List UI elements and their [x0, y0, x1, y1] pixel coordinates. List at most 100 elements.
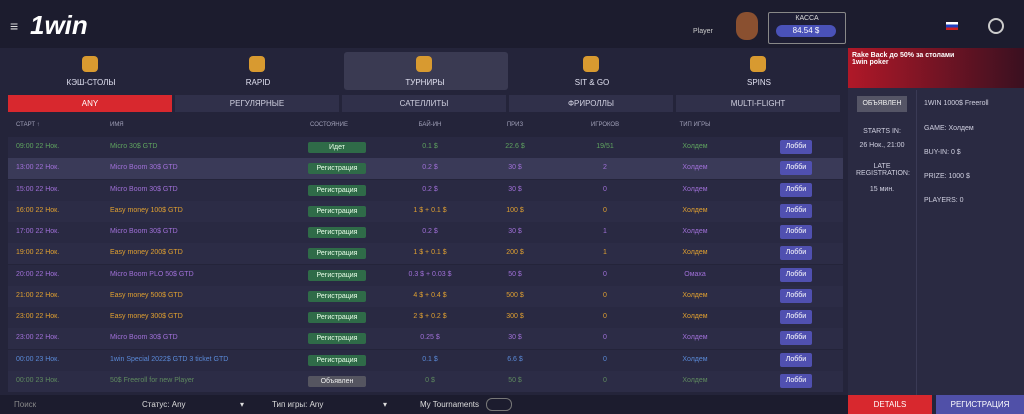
lobby-button[interactable]: Лобби [780, 225, 812, 239]
banner[interactable] [848, 48, 1024, 88]
lobby-button[interactable]: Лобби [780, 373, 812, 388]
buy-in: BUY-IN: 0 $ [924, 149, 961, 156]
subtab[interactable]: САТЕЛЛИТЫ [342, 95, 506, 112]
cell: 0.1 $ [422, 143, 438, 150]
cell: 17:00 22 Нок. [16, 228, 60, 235]
tab[interactable]: RAPID [177, 52, 339, 90]
cell: Холдем [682, 334, 708, 342]
tab[interactable]: SPINS [678, 52, 840, 90]
lobby-button[interactable]: Лобби [780, 182, 812, 197]
tab[interactable]: ТУРНИРЫ [344, 52, 506, 90]
game-type-filter[interactable]: Тип игры: Any [272, 400, 324, 409]
cell: 100 $ [506, 206, 524, 214]
lobby-button[interactable]: Лобби [780, 352, 812, 367]
status-badge: Регистрация [308, 269, 366, 281]
tournament-name: 1WIN 1000$ Freeroll [924, 100, 989, 107]
table-row[interactable]: 23:00 22 Нок. Micro Boom 30$ GTD Регистрац… [8, 328, 843, 350]
my-tournaments-label: My Tournaments [420, 400, 479, 409]
column-header[interactable]: ТИП ИГРЫ [679, 122, 711, 128]
cell: 0 [603, 185, 607, 193]
tab-icon [82, 56, 98, 72]
cell: Micro Boom 30$ GTD [110, 185, 178, 193]
status-button[interactable]: ОБЪЯВЛЕН [857, 96, 907, 112]
lobby-button[interactable]: Лобби [780, 310, 812, 324]
cell: 0 [603, 206, 607, 214]
cell: Micro Boom 30$ GTD [110, 228, 178, 235]
balance: 84.54 $ [776, 25, 836, 37]
cell: 00:00 23 Нок. [16, 376, 60, 384]
filter-bar [0, 395, 848, 414]
value: 15 мин. [869, 186, 895, 193]
table-row[interactable]: 23:00 22 Нок. Easy money 300$ GTD Регистра… [8, 307, 843, 328]
logo[interactable]: 1win [30, 10, 88, 40]
top-bar [0, 0, 1024, 48]
tab-label: ТУРНИРЫ [405, 78, 445, 87]
tab[interactable]: КЭШ-СТОЛЫ [10, 52, 172, 90]
subtab[interactable]: MULTI-FLIGHT [676, 95, 840, 112]
table-row[interactable]: 16:00 22 Нок. Easy money 100$ GTD Регистра… [8, 200, 843, 222]
toggle[interactable] [486, 398, 512, 411]
subtab[interactable]: ФРИРОЛЛЫ [509, 95, 673, 112]
lobby-button[interactable]: Лобби [780, 140, 812, 154]
cell: 1win Special 2022$ GTD 3 ticket GTD [110, 355, 229, 363]
table-row[interactable]: 19:00 22 Нок. Easy money 200$ GTD Регистра… [8, 243, 843, 265]
cell: 0 [603, 355, 607, 363]
player-name: Player [693, 28, 713, 35]
settings-icon[interactable] [988, 18, 1004, 34]
table-row[interactable]: 00:00 23 Нок. 1win Special 2022$ GTD 3 ti… [8, 349, 843, 371]
status-filter[interactable]: Статус: Any [142, 400, 186, 409]
cell: 50 $ [508, 376, 522, 384]
cell: 0 [603, 376, 607, 384]
cell: Холдем [682, 249, 708, 257]
avatar [736, 12, 758, 40]
cell: Холдем [682, 143, 708, 150]
table-row[interactable]: 17:00 22 Нок. Micro Boom 30$ GTD Регистрац… [8, 222, 843, 243]
lobby-button[interactable]: Лобби [780, 246, 812, 261]
tab-icon [583, 56, 599, 72]
search-input[interactable]: Поиск [14, 400, 37, 409]
subtab[interactable]: ANY [81, 99, 99, 108]
lobby-button[interactable]: Лобби [780, 161, 812, 176]
divider [916, 90, 917, 395]
flag[interactable] [946, 22, 958, 30]
tab[interactable]: SIT & GO [511, 52, 673, 90]
cell: Easy money 100$ GTD [110, 206, 183, 214]
lobby-button[interactable]: Лобби [780, 267, 812, 282]
details-button[interactable]: DETAILS [848, 395, 932, 414]
cell: 1 [603, 228, 607, 235]
table-row[interactable]: 20:00 22 Нок. Micro Boom PLO 50$ GTD Регис… [8, 264, 843, 286]
cell: 300 $ [506, 313, 524, 320]
table-row[interactable]: 09:00 22 Нок. Micro 30$ GTD Идет 0.1 $ 22.6 … [8, 137, 843, 158]
lobby-button[interactable]: Лобби [780, 331, 812, 346]
menu-icon[interactable]: ≡ [10, 18, 19, 34]
column-header[interactable]: ИГРОКОВ [590, 122, 620, 128]
table-row[interactable]: 00:00 23 Нок. 50$ Freeroll for new Player… [8, 370, 843, 392]
column-header[interactable]: СОСТОЯНИЕ [310, 122, 348, 128]
cell: Easy money 500$ GTD [110, 291, 183, 299]
cell: Холдем [682, 228, 708, 235]
status-badge: Регистрация [308, 290, 366, 302]
label: STARTS IN: [863, 128, 901, 135]
players: PLAYERS: 0 [924, 197, 964, 204]
table-row[interactable]: 21:00 22 Нок. Easy money 500$ GTD Регистра… [8, 285, 843, 307]
cell: Micro Boom 30$ GTD [110, 334, 178, 342]
cashier-label: КАССА [795, 15, 819, 22]
lobby-button[interactable]: Лобби [780, 203, 812, 218]
column-header[interactable]: БАЙ-ИН [418, 122, 442, 128]
column-header[interactable]: ПРИЗ [506, 122, 524, 128]
cell: Easy money 200$ GTD [110, 249, 183, 257]
subtab[interactable]: РЕГУЛЯРНЫЕ [175, 95, 339, 112]
cell: 0 [603, 313, 607, 320]
column-header[interactable]: СТАРТ ↑ [16, 122, 40, 128]
table-row[interactable]: 13:00 22 Нок. Micro Boom 30$ GTD Регистрац… [8, 158, 843, 180]
tab-icon [750, 56, 766, 72]
table-row[interactable]: 15:00 22 Нок. Micro Boom 30$ GTD Регистрац… [8, 179, 843, 201]
game: GAME: Холдем [924, 125, 974, 132]
cell: 23:00 22 Нок. [16, 313, 60, 320]
cell: 50 $ [508, 270, 522, 278]
cell: 0.3 $ + 0.03 $ [408, 270, 452, 278]
column-header[interactable]: ИМЯ [110, 122, 124, 128]
cell: 0.2 $ [422, 164, 438, 172]
lobby-button[interactable]: Лобби [780, 288, 812, 303]
register-button[interactable]: РЕГИСТРАЦИЯ [936, 395, 1024, 414]
